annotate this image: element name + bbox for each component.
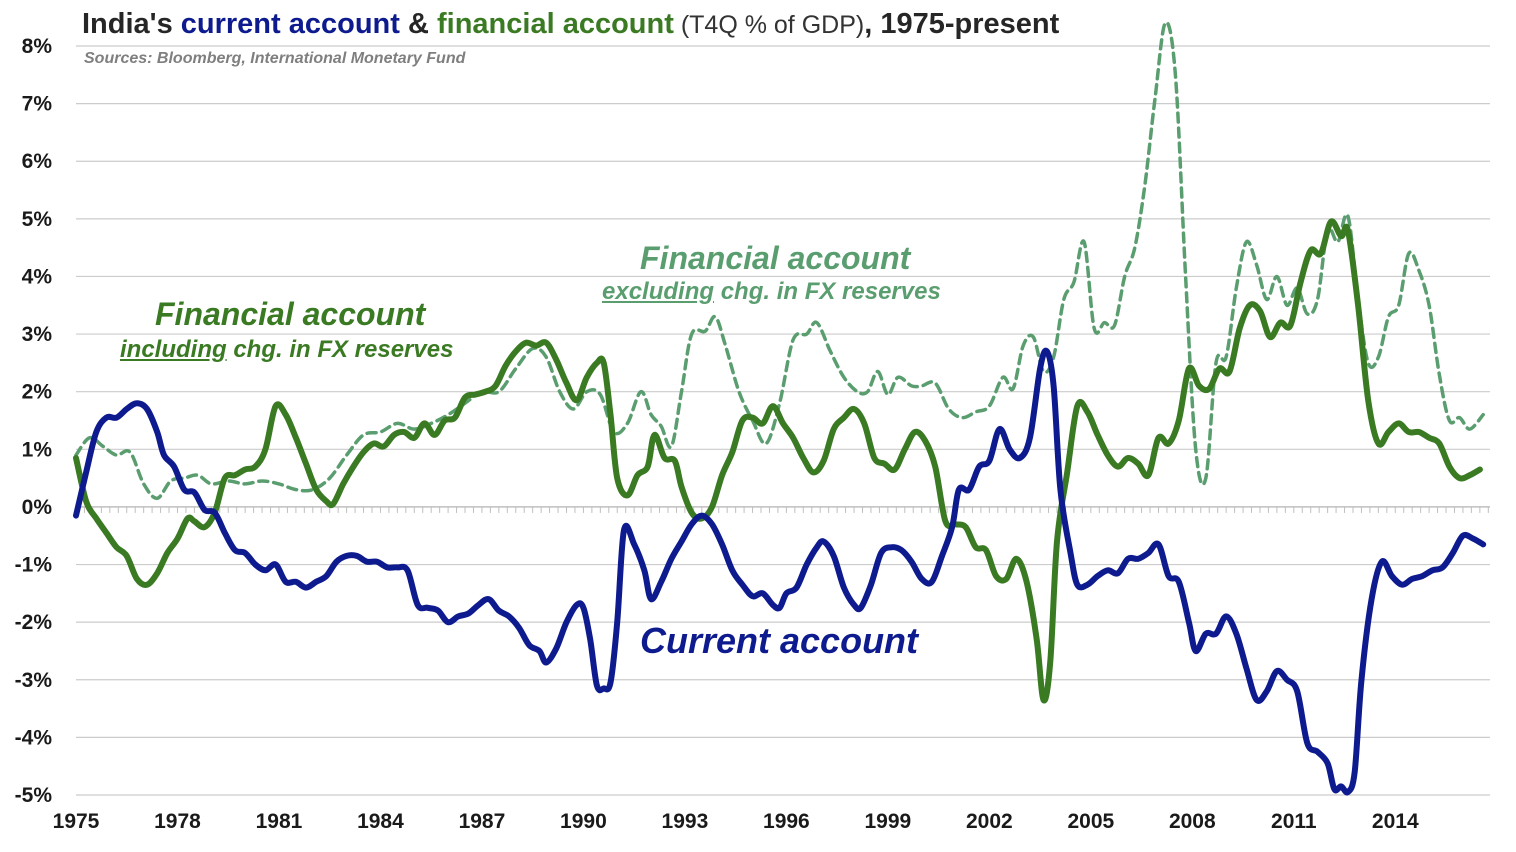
- y-tick-label: -1%: [15, 554, 53, 577]
- label-financial-incl-underlined: including: [120, 336, 227, 363]
- title-period: , 1975-present: [864, 8, 1060, 40]
- x-tick-label: 1975: [53, 810, 100, 833]
- x-tick-label: 2008: [1169, 810, 1216, 833]
- x-tick-label: 1993: [662, 810, 709, 833]
- y-tick-label: 5%: [22, 208, 53, 231]
- series-financial-excl: [74, 20, 1485, 501]
- chart-title: India's current account & financial acco…: [82, 8, 1059, 41]
- x-tick-label: 1987: [459, 810, 506, 833]
- x-tick-label: 1981: [256, 810, 303, 833]
- y-tick-label: -4%: [15, 726, 53, 749]
- y-tick-label: 6%: [22, 150, 53, 173]
- label-financial-incl-rest: chg. in FX reserves: [226, 336, 454, 363]
- x-tick-label: 1984: [357, 810, 404, 833]
- x-tick-label: 2011: [1271, 810, 1317, 833]
- title-units: (T4Q % of GDP): [673, 11, 865, 39]
- y-tick-label: -5%: [15, 784, 53, 807]
- series-lines: [73, 20, 1487, 796]
- title-part-1: India's: [82, 8, 181, 40]
- y-tick-label: -3%: [15, 669, 53, 692]
- series-financial-incl: [73, 218, 1483, 704]
- x-tick-label: 2005: [1067, 810, 1114, 833]
- title-financial-account: financial account: [437, 8, 674, 40]
- label-financial-incl-sub: including chg. in FX reserves: [120, 336, 453, 364]
- title-part-3: &: [399, 8, 437, 40]
- x-tick-label: 2002: [966, 810, 1013, 833]
- y-tick-label: 7%: [22, 93, 53, 116]
- x-tick-label: 1999: [865, 810, 912, 833]
- y-tick-label: 8%: [22, 35, 53, 58]
- y-tick-label: 4%: [22, 265, 53, 288]
- x-tick-label: 2014: [1372, 810, 1419, 833]
- x-tick-label: 1978: [154, 810, 201, 833]
- label-financial-excl-sub: excluding chg. in FX reserves: [602, 278, 941, 306]
- label-financial-excl-title: Financial account: [640, 240, 911, 276]
- label-financial-incl-title: Financial account: [155, 296, 426, 332]
- label-current-account: Current account: [640, 620, 919, 661]
- y-tick-label: -2%: [15, 611, 53, 634]
- series-current-account: [73, 347, 1487, 796]
- x-axis-labels: 1975 1978 1981 1984 1987 1990 1993 1996 1999 2002…: [53, 810, 1419, 833]
- chart-subtitle: Sources: Bloomberg, International Moneta…: [84, 50, 466, 67]
- title-current-account: current account: [180, 8, 400, 40]
- gridlines: [76, 45, 1490, 796]
- label-financial-excl-underlined: excluding: [602, 278, 715, 305]
- x-tick-label: 1996: [763, 810, 810, 833]
- x-tick-label: 1990: [560, 810, 607, 833]
- zero-axis-ticks: [75, 506, 1490, 513]
- label-financial-excl-rest: chg. in FX reserves: [714, 278, 941, 305]
- y-tick-label: 1%: [22, 438, 53, 461]
- y-axis-labels: 8% 7% 6% 5% 4% 3% 2% 1% 0% -1% -2% -3% -4% -5%: [15, 35, 53, 807]
- y-tick-label: 3%: [22, 323, 53, 346]
- y-tick-label: 0%: [22, 496, 53, 519]
- y-tick-label: 2%: [22, 381, 53, 404]
